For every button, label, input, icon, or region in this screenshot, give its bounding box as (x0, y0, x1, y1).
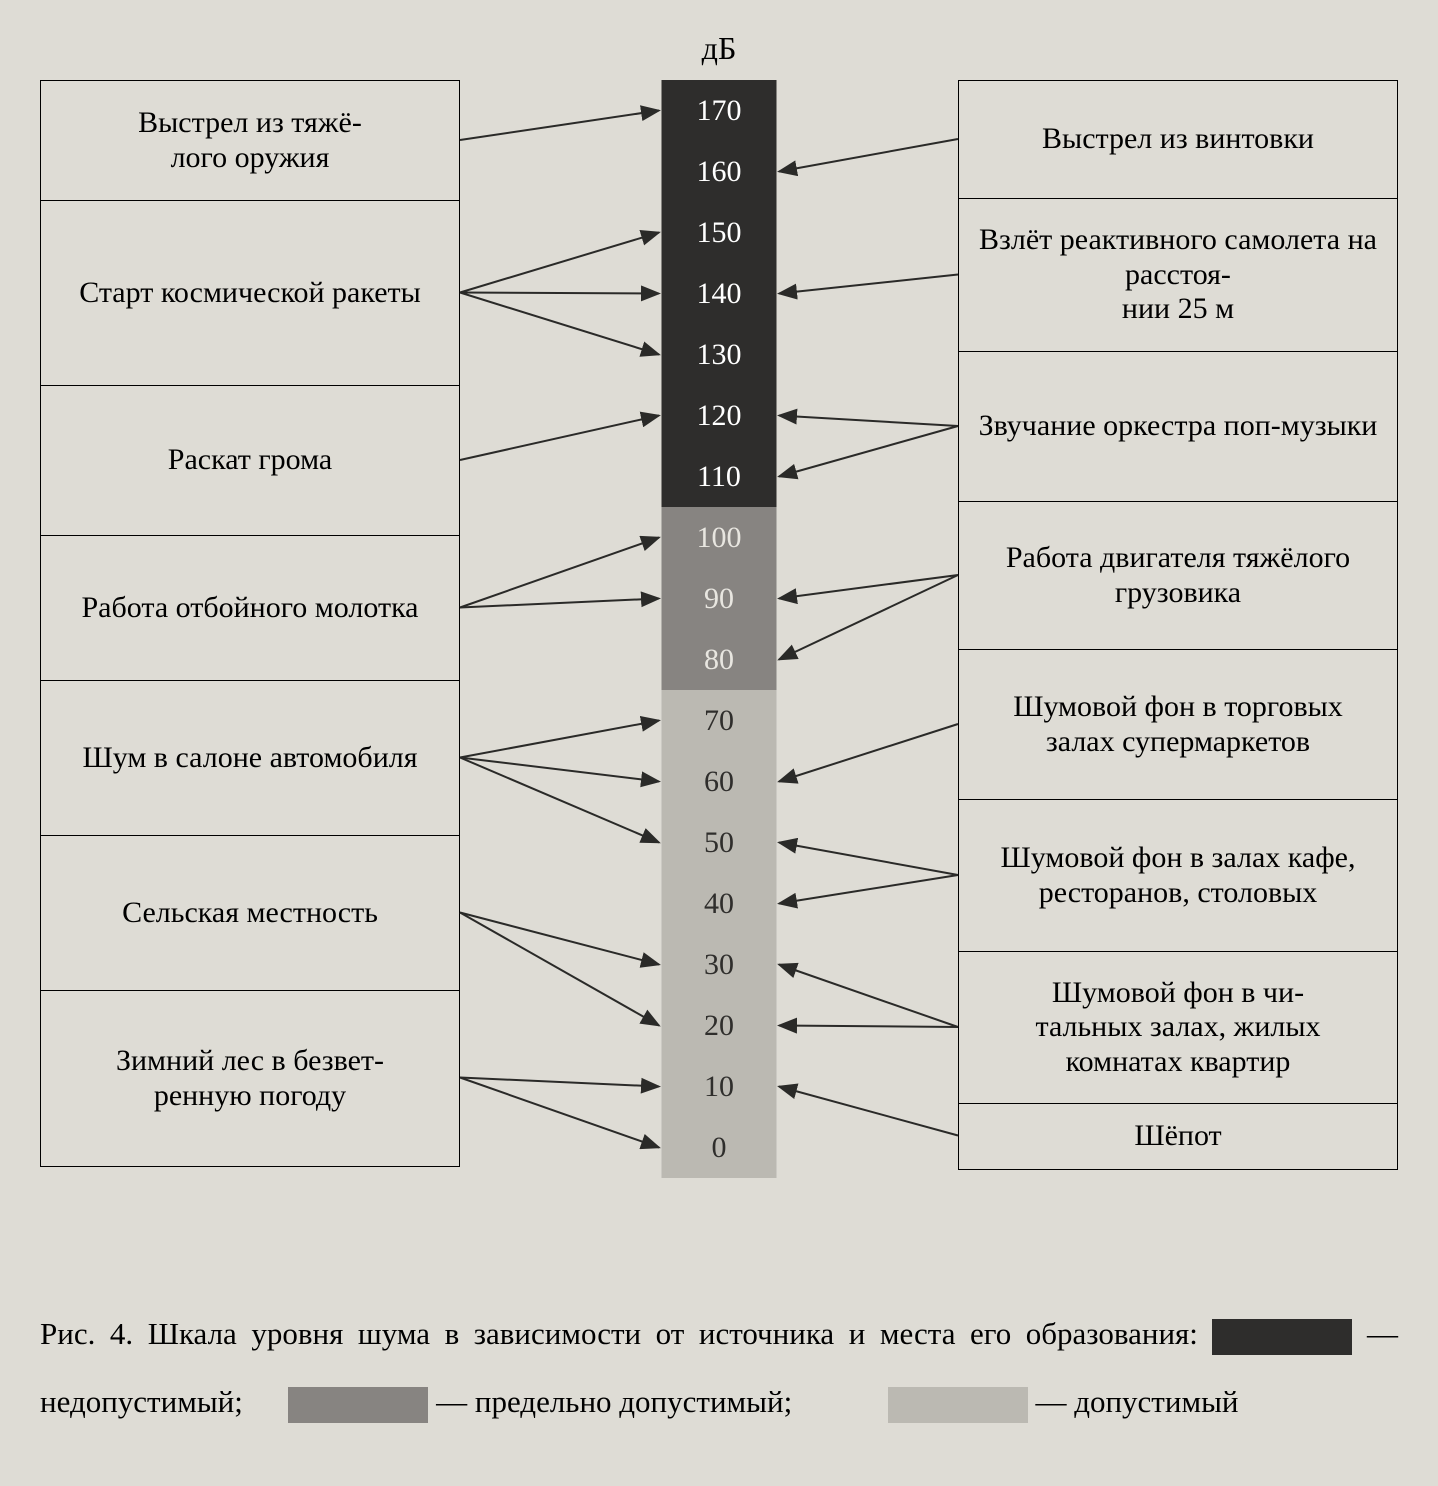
left-item-2: Раскат грома (41, 386, 459, 536)
scale-cell-20: 20 (662, 995, 777, 1056)
scale-cell-100: 100 (662, 507, 777, 568)
scale-cell-10: 10 (662, 1056, 777, 1117)
right-item-7: Шёпот (959, 1104, 1397, 1169)
legend-swatch-dark (1212, 1319, 1352, 1355)
right-item-6: Шумовой фон в чи-тальных залах, жилых ко… (959, 952, 1397, 1104)
scale-cell-160: 160 (662, 141, 777, 202)
scale-cell-120: 120 (662, 385, 777, 446)
scale-cell-60: 60 (662, 751, 777, 812)
legend-label-mid: — предельно допустимый; (428, 1384, 800, 1419)
left-item-1: Старт космической ракеты (41, 201, 459, 386)
scale-cell-170: 170 (662, 80, 777, 141)
scale-cell-80: 80 (662, 629, 777, 690)
right-item-0: Выстрел из винтовки (959, 81, 1397, 199)
right-item-3: Работа двигателя тяжёлого грузовика (959, 502, 1397, 650)
right-item-2: Звучание оркестра поп-музыки (959, 352, 1397, 502)
scale-cell-70: 70 (662, 690, 777, 751)
left-item-0: Выстрел из тяжё-лого оружия (41, 81, 459, 201)
left-sources-column: Выстрел из тяжё-лого оружияСтарт космиче… (40, 80, 460, 1167)
left-item-4: Шум в салоне автомобиля (41, 681, 459, 836)
scale-cell-0: 0 (662, 1117, 777, 1178)
scale-cell-130: 130 (662, 324, 777, 385)
right-sources-column: Выстрел из винтовкиВзлёт реактивного сам… (958, 80, 1398, 1170)
figure-caption: Рис. 4. Шкала уровня шума в зависимости … (40, 1300, 1398, 1436)
scale-cell-140: 140 (662, 263, 777, 324)
scale-cell-30: 30 (662, 934, 777, 995)
scale-cell-90: 90 (662, 568, 777, 629)
legend-swatch-light (888, 1387, 1028, 1423)
right-item-4: Шумовой фон в торговых залах супермаркет… (959, 650, 1397, 800)
left-item-5: Сельская местность (41, 836, 459, 991)
legend-label-light: — допустимый (1028, 1384, 1239, 1419)
scale-cell-150: 150 (662, 202, 777, 263)
decibel-scale: 1701601501401301201101009080706050403020… (662, 80, 777, 1178)
scale-cell-40: 40 (662, 873, 777, 934)
scale-cell-110: 110 (662, 446, 777, 507)
scale-cell-50: 50 (662, 812, 777, 873)
legend-swatch-mid (288, 1387, 428, 1423)
right-item-1: Взлёт реактивного самолета на расстоя-ни… (959, 199, 1397, 352)
scale-unit-label: дБ (702, 30, 737, 67)
noise-scale-diagram: дБ Выстрел из тяжё-лого оружияСтарт косм… (40, 30, 1398, 1290)
right-item-5: Шумовой фон в залах кафе, ресторанов, ст… (959, 800, 1397, 952)
left-item-3: Работа отбойного молотка (41, 536, 459, 681)
left-item-6: Зимний лес в безвет-ренную погоду (41, 991, 459, 1166)
caption-text: Рис. 4. Шкала уровня шума в зависимости … (40, 1316, 1198, 1351)
